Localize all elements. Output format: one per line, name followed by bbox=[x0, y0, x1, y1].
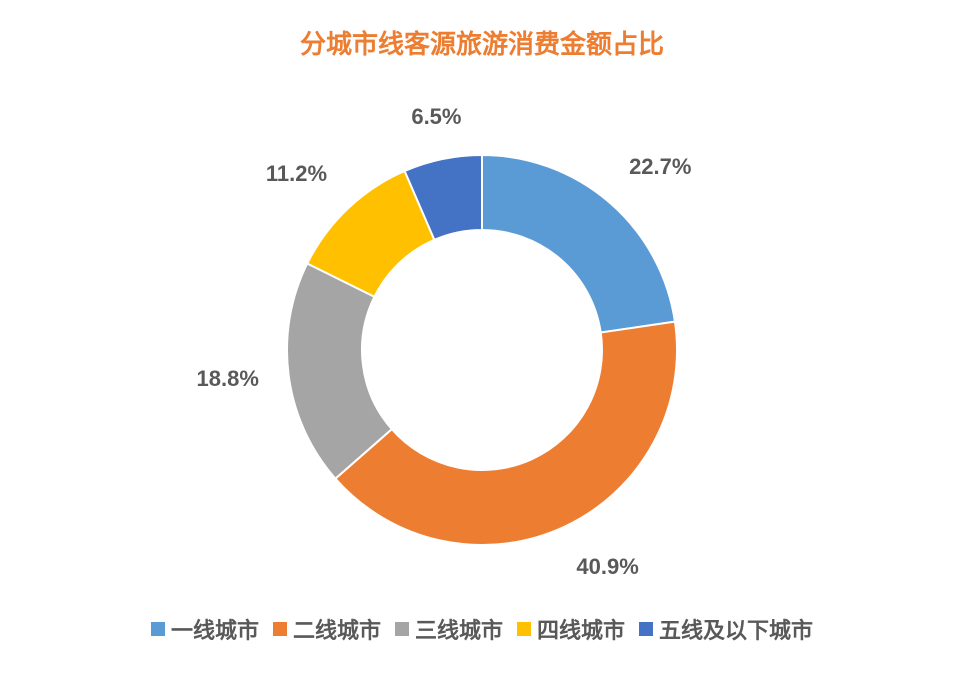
legend-label-3: 四线城市 bbox=[537, 613, 625, 645]
legend-label-0: 一线城市 bbox=[171, 613, 259, 645]
data-label-2: 18.8% bbox=[197, 366, 259, 392]
legend-item-3: 四线城市 bbox=[517, 613, 625, 645]
legend-label-2: 三线城市 bbox=[415, 613, 503, 645]
legend-item-2: 三线城市 bbox=[395, 613, 503, 645]
data-label-3: 11.2% bbox=[266, 161, 327, 187]
legend-item-4: 五线及以下城市 bbox=[639, 613, 813, 645]
legend-label-1: 二线城市 bbox=[293, 613, 381, 645]
legend-item-0: 一线城市 bbox=[151, 613, 259, 645]
legend-label-4: 五线及以下城市 bbox=[659, 613, 813, 645]
slice-0 bbox=[482, 155, 675, 333]
legend-swatch-0 bbox=[151, 622, 165, 636]
legend: 一线城市 二线城市 三线城市 四线城市 五线及以下城市 bbox=[0, 613, 964, 645]
legend-swatch-4 bbox=[639, 622, 653, 636]
chart-title: 分城市线客源旅游消费金额占比 bbox=[0, 24, 964, 61]
data-label-1: 40.9% bbox=[576, 554, 638, 580]
data-label-0: 22.7% bbox=[629, 154, 691, 180]
legend-item-1: 二线城市 bbox=[273, 613, 381, 645]
chart-container: 分城市线客源旅游消费金额占比 22.7%40.9%18.8%11.2%6.5% … bbox=[0, 0, 964, 673]
legend-swatch-3 bbox=[517, 622, 531, 636]
legend-swatch-1 bbox=[273, 622, 287, 636]
legend-swatch-2 bbox=[395, 622, 409, 636]
donut-slices bbox=[287, 155, 677, 545]
data-label-4: 6.5% bbox=[411, 104, 461, 130]
